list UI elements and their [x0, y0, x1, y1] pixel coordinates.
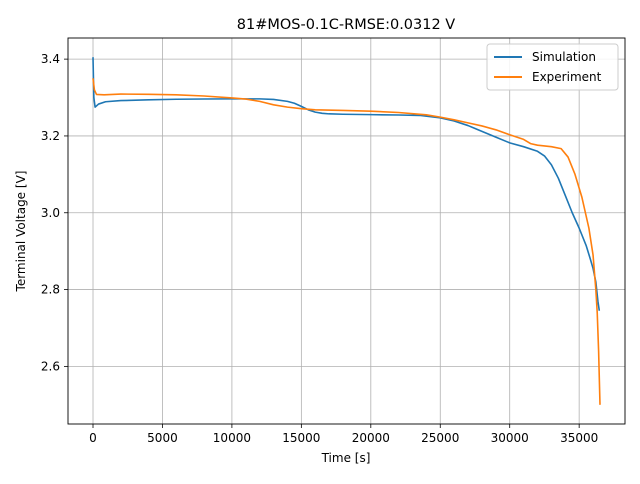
- x-tick-label: 25000: [421, 431, 459, 445]
- series-line-experiment: [92, 78, 601, 405]
- y-axis: 2.6 2.8 3.0 3.2 3.4: [41, 52, 68, 373]
- y-axis-label: Terminal Voltage [V]: [14, 171, 28, 293]
- y-tick-label: 3.2: [41, 129, 60, 143]
- y-tick-label: 3.0: [41, 206, 60, 220]
- series-line-simulation: [92, 57, 601, 311]
- x-tick-label: 5000: [147, 431, 178, 445]
- legend-label-simulation: Simulation: [532, 50, 596, 64]
- chart-title: 81#MOS-0.1C-RMSE:0.0312 V: [237, 17, 456, 33]
- x-tick-label: 30000: [491, 431, 529, 445]
- x-tick-label: 0: [89, 431, 97, 445]
- x-tick-label: 15000: [282, 431, 320, 445]
- x-axis-label: Time [s]: [321, 451, 371, 465]
- y-tick-label: 2.8: [41, 283, 60, 297]
- series-layer: [92, 57, 601, 405]
- x-tick-label: 20000: [352, 431, 390, 445]
- legend-box: [486, 43, 619, 91]
- axes-frame: [67, 37, 626, 425]
- x-tick-label: 35000: [560, 431, 598, 445]
- grid: [68, 38, 625, 424]
- legend: Simulation Experiment: [486, 43, 619, 91]
- y-tick-label: 3.4: [41, 52, 60, 66]
- x-tick-label: 10000: [213, 431, 251, 445]
- legend-label-experiment: Experiment: [532, 70, 602, 84]
- plot-area: [92, 57, 601, 405]
- y-tick-label: 2.6: [41, 359, 60, 373]
- x-axis: 0 5000 10000 15000 20000 25000 30000 35000: [89, 424, 598, 445]
